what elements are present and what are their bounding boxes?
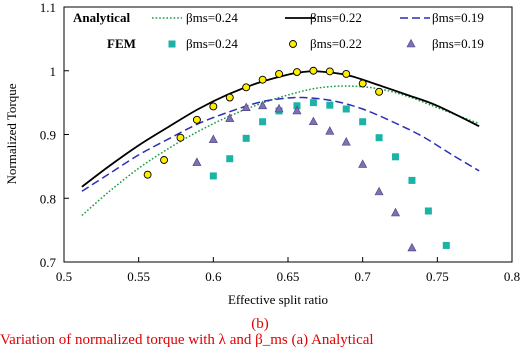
data-point-fem-022 xyxy=(143,170,152,179)
legend-label-fem: βms=0.24 xyxy=(186,36,238,51)
legend-swatch-fem xyxy=(168,40,176,48)
data-point-fem-024 xyxy=(408,176,416,184)
data-point-fem-022 xyxy=(325,67,334,76)
data-point-fem-019 xyxy=(391,207,401,217)
data-point-fem-019 xyxy=(308,116,318,126)
y-tick-label: 1.1 xyxy=(40,0,56,15)
data-point-fem-019 xyxy=(407,242,417,252)
data-point-fem-019 xyxy=(274,103,284,113)
data-point-fem-024 xyxy=(209,172,217,180)
legend-row-label-fem: FEM xyxy=(107,36,136,51)
data-point-fem-022 xyxy=(258,75,267,84)
data-point-fem-024 xyxy=(424,207,432,215)
data-point-fem-019 xyxy=(374,186,384,196)
data-point-fem-024 xyxy=(375,134,383,142)
legend: Analytical FEM βms=0.24 βms=0.22 βms=0.19 β… xyxy=(73,10,484,51)
legend-label-analytical: βms=0.19 xyxy=(432,10,484,25)
data-point-fem-019 xyxy=(241,102,251,112)
data-point-fem-024 xyxy=(359,118,367,126)
x-tick-label: 0.8 xyxy=(504,269,520,284)
data-point-fem-022 xyxy=(375,87,384,96)
legend-label-analytical: βms=0.22 xyxy=(310,10,362,25)
data-point-fem-019 xyxy=(292,105,302,115)
data-point-fem-022 xyxy=(293,68,301,76)
y-tick-label: 0.7 xyxy=(40,255,57,270)
data-point-fem-024 xyxy=(259,118,267,126)
x-tick-label: 0.6 xyxy=(205,269,222,284)
series-points-fem-024 xyxy=(209,99,450,249)
data-point-fem-024 xyxy=(392,153,400,161)
series-layer xyxy=(81,66,480,252)
x-axis-title: Effective split ratio xyxy=(228,292,328,307)
data-point-fem-019 xyxy=(341,137,351,146)
data-point-fem-022 xyxy=(160,156,169,164)
data-point-fem-019 xyxy=(208,134,218,143)
x-tick-label: 0.55 xyxy=(127,269,150,284)
figure-caption: Variation of normalized torque with λ an… xyxy=(0,332,374,347)
legend-swatch-fem xyxy=(406,38,416,48)
data-point-fem-019 xyxy=(358,159,368,168)
panel-label: (b) xyxy=(251,316,269,332)
data-point-fem-024 xyxy=(326,101,334,109)
data-point-fem-022 xyxy=(342,69,351,78)
y-tick-label: 0.9 xyxy=(40,128,56,143)
x-tick-label: 0.65 xyxy=(277,269,300,284)
data-point-fem-022 xyxy=(358,79,367,88)
series-line-analytical-019 xyxy=(81,96,480,192)
data-point-fem-022 xyxy=(192,115,201,124)
data-point-fem-022 xyxy=(309,66,318,75)
data-point-fem-022 xyxy=(242,83,251,92)
data-point-fem-022 xyxy=(176,133,185,142)
series-points-fem-022 xyxy=(143,66,384,179)
x-tick-label: 0.5 xyxy=(56,269,72,284)
legend-label-fem: βms=0.19 xyxy=(432,36,484,51)
data-point-fem-024 xyxy=(309,99,317,107)
legend-row-label-analytical: Analytical xyxy=(73,10,130,25)
data-point-fem-019 xyxy=(258,100,268,110)
data-point-fem-019 xyxy=(225,113,235,122)
series-line-analytical-024 xyxy=(81,85,480,217)
data-point-fem-022 xyxy=(225,93,234,102)
legend-label-fem: βms=0.22 xyxy=(310,36,362,51)
series-line-analytical-022 xyxy=(81,70,480,188)
y-tick-label: 0.8 xyxy=(40,191,56,206)
series-points-fem-019 xyxy=(192,100,417,252)
x-tick-label: 0.75 xyxy=(426,269,449,284)
data-point-fem-022 xyxy=(209,102,218,111)
data-point-fem-024 xyxy=(442,241,450,249)
data-point-fem-024 xyxy=(342,105,350,113)
axis-ticks: 0.5 0.55 0.6 0.65 0.7 0.75 0.8 0.7 0.8 0.9 1 1.1 xyxy=(40,0,520,284)
legend-swatch-fem xyxy=(289,40,297,48)
legend-label-analytical: βms=0.24 xyxy=(186,10,238,25)
data-point-fem-024 xyxy=(242,134,250,142)
x-tick-label: 0.7 xyxy=(355,269,372,284)
data-point-fem-022 xyxy=(275,69,283,78)
data-point-fem-024 xyxy=(226,155,234,163)
data-point-fem-019 xyxy=(192,157,202,166)
data-point-fem-019 xyxy=(325,126,335,135)
y-tick-label: 1 xyxy=(50,64,57,79)
y-axis-title: Normalized Torque xyxy=(4,83,19,184)
